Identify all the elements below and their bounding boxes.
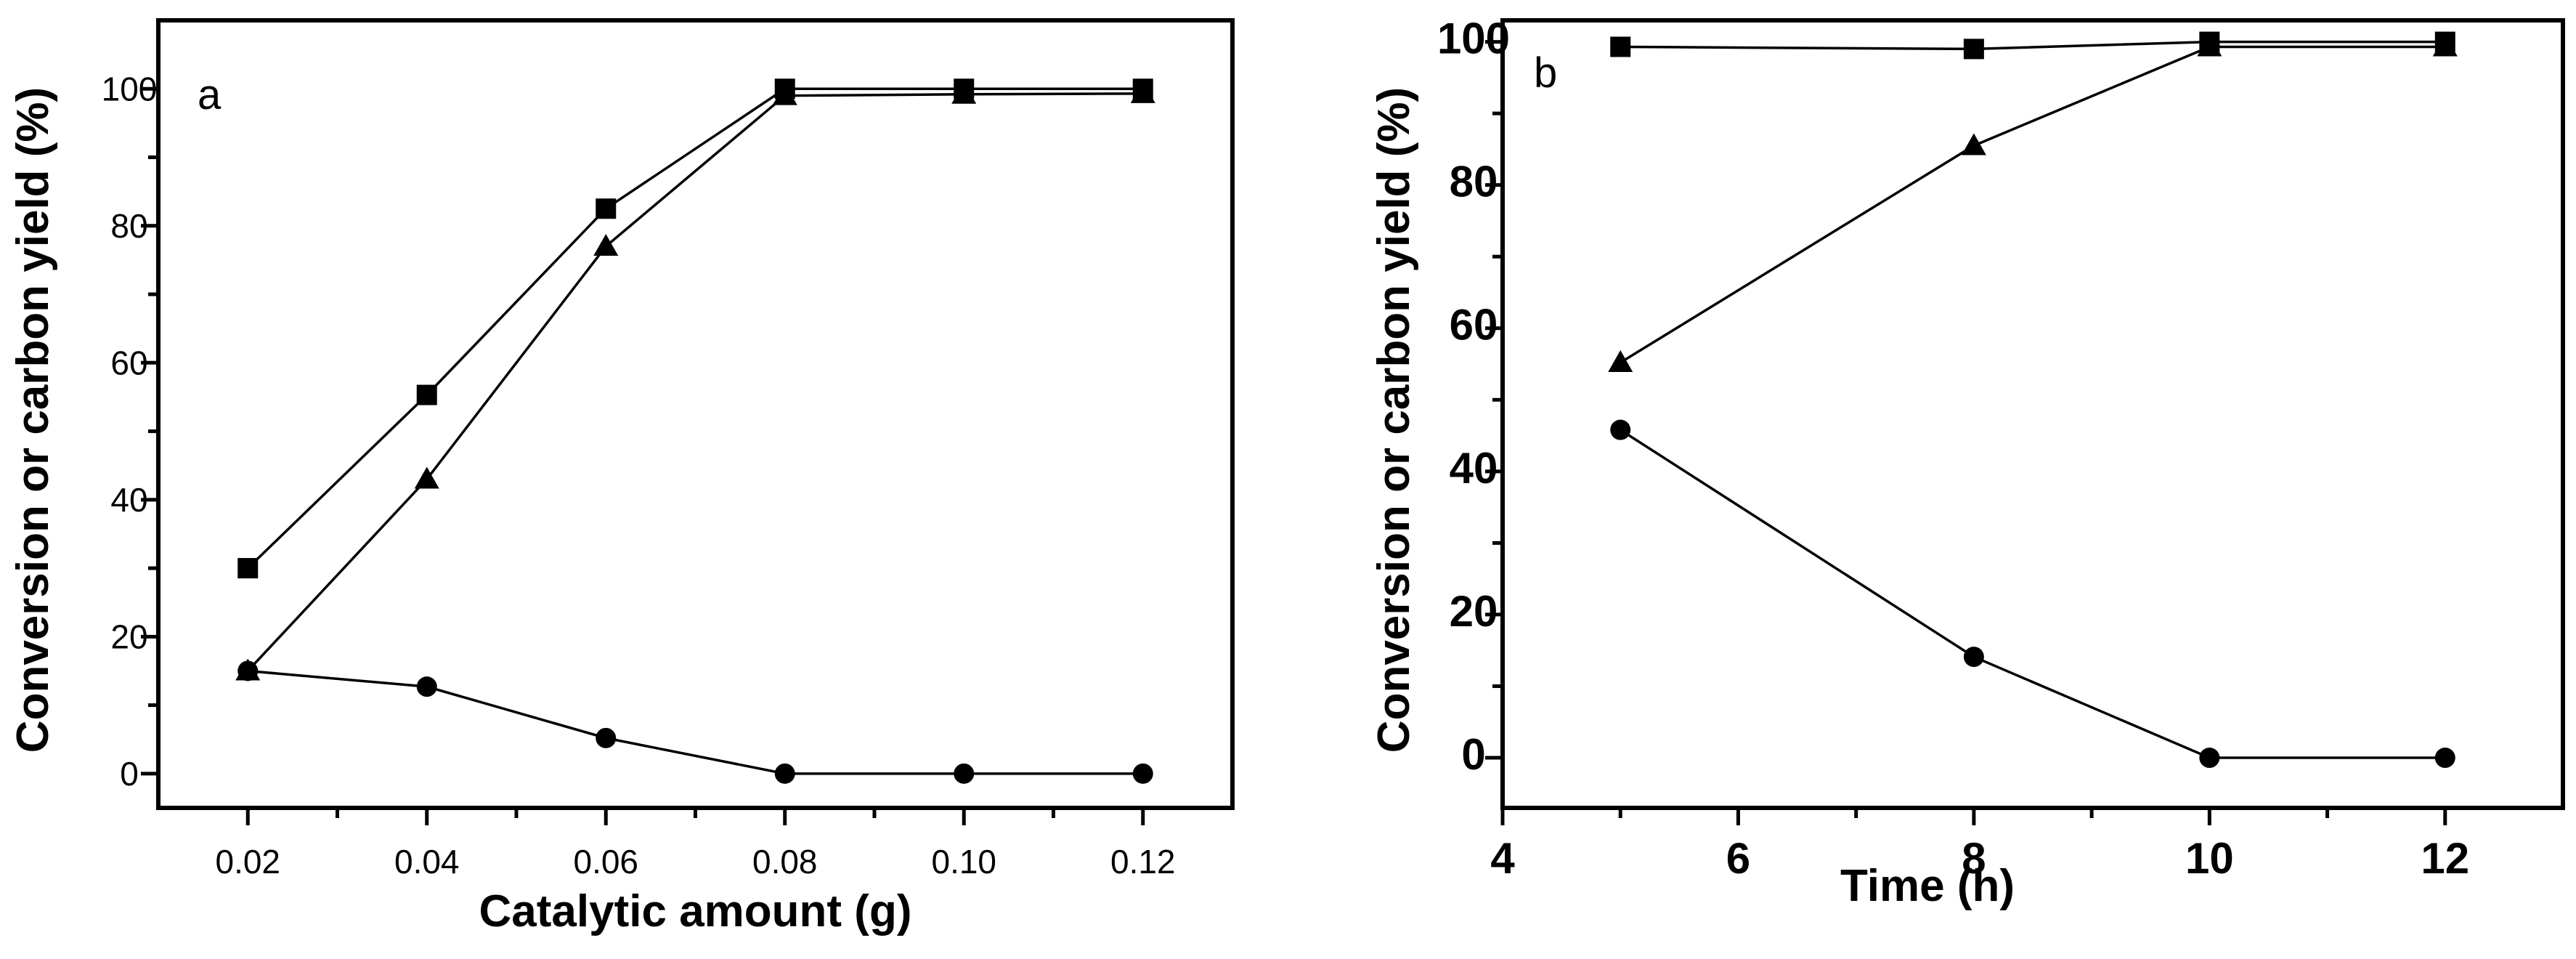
y-tick-label: 0 [120, 755, 139, 793]
y-tick-label: 100 [102, 70, 158, 108]
data-point-circle [1610, 419, 1631, 440]
x-tick-label: 0.08 [752, 843, 818, 881]
y-tick-label: 40 [110, 481, 147, 519]
y-tick-label: 20 [1450, 587, 1498, 636]
x-tick-label: 0.06 [573, 843, 638, 881]
data-point-square [1610, 36, 1631, 57]
y-tick-label: 60 [110, 344, 147, 381]
x-tick-label: 0.10 [931, 843, 996, 881]
data-point-triangle [593, 234, 619, 256]
y-tick-label: 100 [1437, 15, 1510, 63]
data-point-circle [774, 763, 795, 784]
x-axis-title: Time (h) [1840, 861, 2015, 911]
plot-frame [156, 18, 1235, 810]
x-tick-label: 0.12 [1110, 843, 1176, 881]
y-tick-label: 40 [1450, 444, 1498, 493]
x-tick-label: 0.02 [215, 843, 280, 881]
data-point-triangle [414, 466, 439, 489]
x-tick-label: 12 [2421, 834, 2469, 883]
series-line-triangle [246, 92, 1143, 672]
series-line-square [1620, 40, 2445, 51]
data-point-square [1963, 39, 1984, 60]
x-tick-label: 8 [1962, 834, 1986, 883]
y-tick-label: 20 [110, 618, 147, 655]
y-tick-label: 0 [1461, 730, 1485, 779]
chart-panel-a: 0.02 0.04 0.06 0.08 0.10 0.12 0 20 40 60 80 100 Cata… [8, 18, 1235, 936]
data-point-triangle [951, 81, 977, 104]
series-line-square [247, 87, 1143, 570]
data-point-triangle [1130, 81, 1155, 103]
x-tick-label: 4 [1490, 834, 1515, 883]
y-axis-title: Conversion or carbon yield (%) [1369, 87, 1419, 753]
series-line-circle [1620, 429, 2445, 759]
x-axis-title: Catalytic amount (g) [479, 886, 912, 936]
series-line-circle [248, 669, 1143, 775]
data-point-triangle [772, 83, 797, 105]
data-point-circle [2434, 748, 2455, 769]
data-point-triangle [2432, 34, 2458, 57]
data-point-circle [237, 660, 259, 681]
data-point-circle [596, 727, 617, 748]
data-point-triangle [2197, 34, 2222, 57]
x-tick-label: 0.04 [394, 843, 460, 881]
x-tick-label: 6 [1726, 834, 1750, 883]
data-point-square [596, 198, 617, 219]
series-line-triangle [1620, 45, 2445, 364]
panel-label: b [1534, 49, 1557, 97]
data-point-circle [1132, 763, 1153, 784]
data-point-triangle [1608, 350, 1633, 373]
y-tick-label: 80 [1450, 158, 1498, 206]
data-point-square [416, 384, 437, 405]
data-point-circle [2199, 748, 2220, 769]
data-point-square [237, 558, 259, 579]
y-tick-label: 80 [110, 207, 147, 245]
y-tick-label: 60 [1450, 301, 1498, 349]
data-point-circle [954, 763, 975, 784]
data-point-circle [416, 676, 437, 697]
data-point-circle [1963, 647, 1984, 668]
panel-label: a [198, 71, 222, 118]
x-tick-label: 10 [2185, 834, 2234, 883]
y-axis-title: Conversion or carbon yield (%) [8, 87, 58, 753]
data-point-triangle [1961, 133, 1986, 155]
chart-panel-b: 4 6 8 10 12 0 20 40 60 80 100 Time (h) Conversion or… [1369, 15, 2565, 911]
plot-frame [1500, 18, 2565, 810]
